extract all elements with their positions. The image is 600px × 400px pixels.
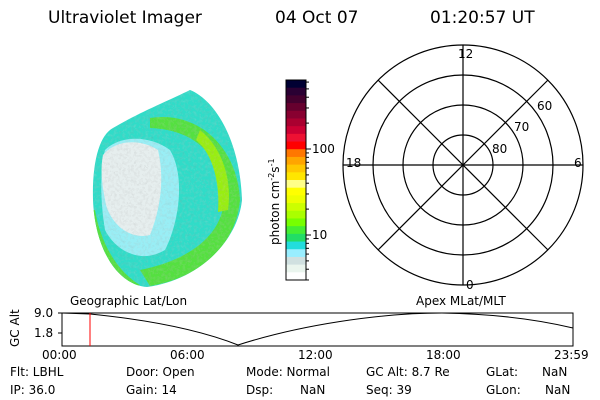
- colorbar-band: [286, 156, 306, 166]
- xtick-1200: 12:00: [298, 348, 333, 362]
- colorbar-band: [286, 233, 306, 243]
- colorbar-tick-100: 100: [312, 142, 335, 156]
- glat-value: NaN: [542, 365, 568, 379]
- colorbar-label: photon cm-2s-1: [267, 158, 282, 245]
- instrument-title: Ultraviolet Imager: [48, 8, 202, 28]
- glon-value: NaN: [545, 383, 571, 397]
- colorbar-tick-10: 10: [312, 228, 328, 242]
- colorbar-band: [286, 272, 306, 281]
- colorbar-band: [286, 118, 306, 127]
- polar-label-18: 18: [346, 156, 362, 170]
- door-info: Door: Open: [126, 365, 195, 379]
- colorbar-band: [286, 126, 306, 135]
- colorbar-band: [286, 180, 306, 189]
- colorbar-band: [286, 187, 306, 196]
- ytick-9: 9.0: [34, 306, 54, 320]
- colorbar-band: [286, 141, 306, 150]
- seq-info: Seq: 39: [366, 383, 412, 397]
- polar-label-12: 12: [458, 47, 474, 61]
- colorbar-band: [286, 264, 306, 273]
- colorbar-band: [286, 164, 306, 173]
- colorbar-band: [286, 249, 306, 258]
- xtick-0000: 00:00: [42, 348, 77, 362]
- time-label: 01:20:57 UT: [430, 8, 535, 28]
- polar-label-6: 6: [574, 156, 582, 170]
- dsp-value: NaN: [300, 383, 326, 397]
- lat-label-80: 80: [492, 142, 508, 156]
- colorbar-band: [286, 87, 306, 96]
- colorbar-band: [286, 110, 306, 119]
- colorbar-band: [286, 203, 306, 212]
- gc-alt-info: GC Alt: 8.7 Re: [366, 365, 450, 379]
- timeline-plot: [58, 312, 574, 347]
- polar-plot: [342, 44, 584, 286]
- gain-info: Gain: 14: [126, 383, 177, 397]
- apex-label: Apex MLat/MLT: [416, 294, 506, 308]
- mode-info: Mode: Normal: [246, 365, 330, 379]
- colorbar: [286, 80, 306, 281]
- colorbar-band: [286, 256, 306, 266]
- xtick-1800: 18:00: [426, 348, 461, 362]
- xtick-2359: 23:59: [554, 348, 589, 362]
- colorbar-band: [286, 149, 306, 158]
- timeline-ylabel: GC Alt: [8, 309, 22, 347]
- lat-label-60: 60: [537, 99, 553, 113]
- polar-label-0: 0: [466, 278, 474, 292]
- colorbar-band: [286, 172, 306, 181]
- filter-info: Flt: LBHL: [10, 365, 64, 379]
- ytick-1.8: 1.8: [34, 326, 54, 340]
- colorbar-band: [286, 103, 306, 112]
- colorbar-band: [286, 218, 306, 227]
- colorbar-band: [286, 241, 306, 250]
- glon-label: GLon:: [486, 383, 521, 397]
- glat-label: GLat:: [486, 365, 519, 379]
- xtick-0600: 06:00: [170, 348, 205, 362]
- colorbar-band: [286, 133, 306, 143]
- colorbar-band: [286, 210, 306, 219]
- geographic-label: Geographic Lat/Lon: [70, 294, 188, 308]
- aurora-image: [92, 90, 242, 287]
- colorbar-band: [286, 195, 306, 204]
- ip-info: IP: 36.0: [10, 383, 56, 397]
- colorbar-band: [286, 95, 306, 104]
- colorbar-band: [286, 226, 306, 235]
- lat-label-70: 70: [514, 120, 530, 134]
- date-label: 04 Oct 07: [275, 8, 359, 28]
- dsp-label: Dsp:: [246, 383, 274, 397]
- colorbar-band: [286, 80, 306, 89]
